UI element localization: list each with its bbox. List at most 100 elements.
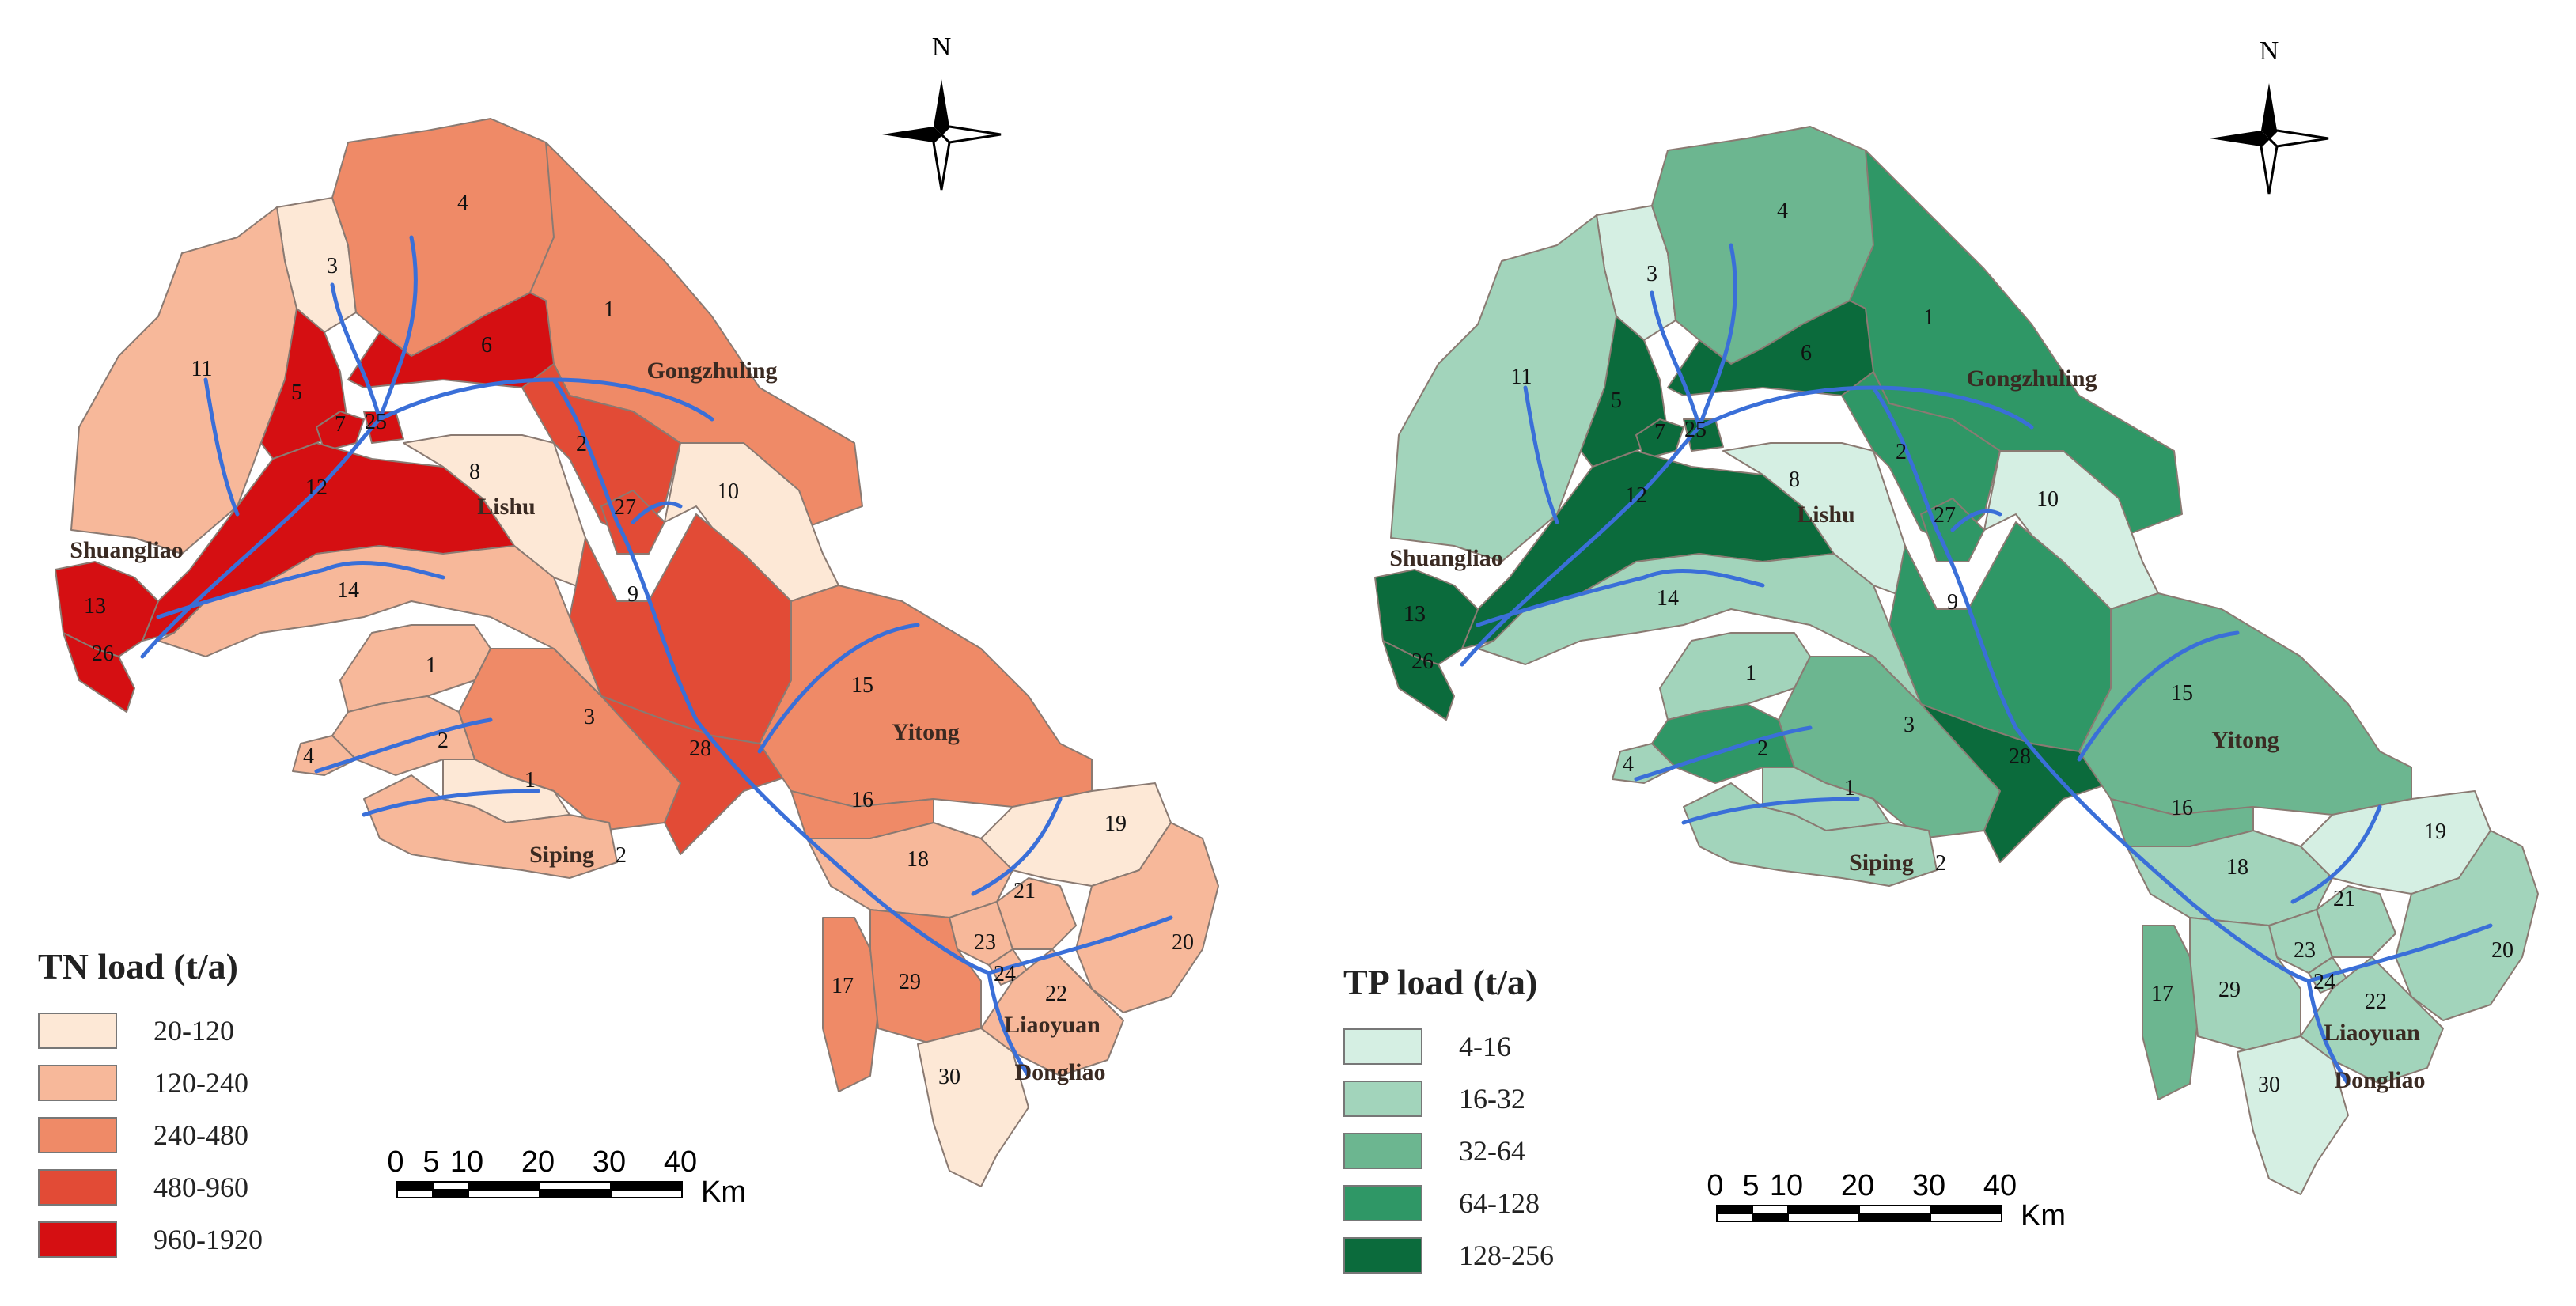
subbasin-26w	[1382, 640, 1455, 721]
scale-tick-label: 30	[1911, 1169, 1946, 1202]
subbasin-1w	[1659, 632, 1811, 721]
subbasin-label: 23	[974, 930, 996, 955]
legend-label: 32-64	[1459, 1135, 1525, 1167]
subbasin-label: 3	[327, 254, 338, 278]
subbasin-label: 27	[614, 495, 636, 520]
subbasin-label: 9	[627, 582, 638, 607]
subbasin-label: 12	[1625, 483, 1647, 508]
subbasin-20	[1075, 822, 1219, 1013]
city-label: Shuangliao	[70, 537, 183, 563]
tn-map-panel: 3 4 5 6 7 8 9 10 11 12 13 14 15 16 17 18 19 20 21 22 23 24 25 2…	[38, 32, 1219, 1266]
subbasin-28	[600, 695, 792, 855]
subbasin-17	[2142, 925, 2199, 1100]
subbasin-label: 2	[438, 729, 449, 753]
subbasin-label: 26	[1411, 649, 1434, 674]
subbasin-label: 13	[84, 594, 106, 619]
legend-label: 480-960	[153, 1172, 248, 1203]
river	[2290, 804, 2382, 904]
city-label: Gongzhuling	[646, 358, 777, 384]
subbasin-label: 19	[2424, 820, 2446, 844]
river	[551, 377, 991, 975]
north-label: N	[2260, 36, 2279, 66]
scale-tick-label: 40	[663, 1145, 698, 1179]
legend-item: 960-1920	[38, 1213, 263, 1266]
river	[1634, 725, 1860, 825]
legend-swatch	[38, 1117, 117, 1153]
subbasin-label: 1	[604, 297, 615, 322]
subbasin-label: 19	[1104, 812, 1127, 836]
subbasin-label: 11	[191, 357, 213, 381]
river	[1950, 509, 2002, 532]
subbasin-label: 20	[1172, 930, 1194, 955]
city-label: Dongliao	[2334, 1067, 2425, 1093]
subbasin-label: 2	[576, 432, 587, 456]
legend-swatch	[38, 1065, 117, 1101]
river	[987, 971, 1031, 1078]
subbasin-label: 8	[469, 460, 480, 484]
subbasin-label: 14	[337, 578, 359, 603]
river	[2306, 923, 2493, 983]
north-arrow-icon: N	[882, 32, 1002, 191]
subbasin-label: 4	[1623, 752, 1634, 777]
subbasin-label: 26	[92, 642, 114, 666]
legend-label: 4-16	[1459, 1031, 1511, 1062]
legend-swatch	[1343, 1237, 1422, 1274]
subbasin-label: 17	[832, 974, 854, 998]
subbasin-label: 28	[2009, 744, 2031, 769]
subbasin-label: 25	[1684, 418, 1707, 442]
legend-item: 120-240	[38, 1057, 263, 1109]
north-label: N	[932, 32, 952, 62]
tp-map: 3456789101112131415161718192021222324252…	[1374, 36, 2539, 1195]
subbasin-label: 28	[689, 736, 711, 761]
river	[1523, 385, 1559, 524]
subbasin-label: 4	[303, 744, 314, 769]
subbasin-label: 17	[2151, 982, 2173, 1006]
river	[203, 377, 240, 517]
legend-item: 128-256	[1343, 1229, 1554, 1281]
tn-scale-bar: 0 5 10 20 30 40 Km	[387, 1145, 746, 1209]
city-label: Siping	[1849, 850, 1914, 876]
city-label: Shuangliao	[1389, 545, 1502, 571]
subbasin-label: 2	[616, 843, 627, 868]
legend-title: TN load (t/a)	[38, 946, 238, 986]
legend-label: 120-240	[153, 1067, 248, 1099]
river	[757, 623, 920, 754]
subbasin-label: 11	[1511, 365, 1532, 389]
subbasin-label: 18	[907, 847, 929, 872]
scale-unit: Km	[2021, 1199, 2066, 1232]
legend-swatch	[38, 1169, 117, 1206]
river	[330, 235, 418, 422]
river	[631, 501, 683, 524]
legend-item: 480-960	[38, 1161, 263, 1213]
subbasin-label: 5	[291, 380, 302, 405]
subbasin-label: 8	[1789, 468, 1800, 492]
subbasin-label: 2	[1935, 851, 1946, 876]
subbasin-label: 29	[2218, 978, 2241, 1002]
subbasin-label: 24	[2313, 970, 2335, 994]
legend-swatch	[1343, 1028, 1422, 1065]
legend-title: TP load (t/a)	[1343, 962, 1538, 1002]
tn-legend: TN load (t/a) 20-120 120-240 240-480 480-96…	[38, 945, 263, 1266]
tp-map-panel: 3 4 5 6 7 8 9 10 11 12 13 14 15 16 17 18 19 20 21 22 23 24 25 2…	[1288, 0, 2576, 1306]
river	[314, 717, 540, 817]
scale-tick-label: 40	[1983, 1169, 2017, 1202]
subbasin-11	[1390, 214, 1645, 562]
scale-tick-label: 0	[387, 1145, 404, 1179]
scale-tick-label: 30	[592, 1145, 627, 1179]
subbasin-label: 1	[1745, 661, 1756, 686]
subbasin-label: 10	[717, 479, 739, 504]
tp-legend: TP load (t/a) 4-16 16-32 32-64 64-128 128-25…	[1343, 961, 1554, 1281]
subbasin-label: 24	[994, 962, 1016, 986]
subbasin-label: 15	[2171, 681, 2193, 706]
city-label: Siping	[529, 842, 594, 868]
legend-swatch	[38, 1013, 117, 1049]
subbasin-label: 7	[335, 412, 346, 437]
scale-tick-label: 10	[449, 1145, 484, 1179]
city-label: Dongliao	[1014, 1059, 1105, 1085]
subbasin-label: 1	[426, 653, 437, 678]
subbasin-label: 15	[851, 673, 873, 698]
subbasin-label: 5	[1611, 388, 1622, 413]
legend-item: 16-32	[1343, 1073, 1554, 1125]
legend-item: 64-128	[1343, 1177, 1554, 1229]
subbasin-label: 3	[584, 705, 595, 729]
